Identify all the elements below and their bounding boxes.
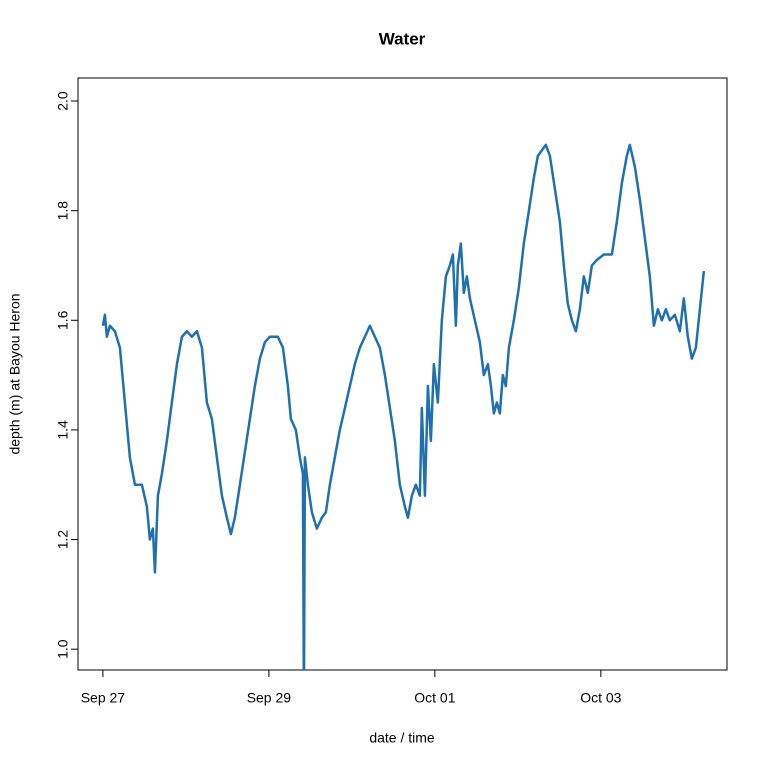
x-tick-label: Sep 29 bbox=[247, 690, 292, 706]
x-tick-label: Sep 27 bbox=[81, 690, 126, 706]
plot-frame bbox=[77, 77, 728, 671]
y-tick-label: 1.2 bbox=[55, 530, 71, 550]
chart-title: Water bbox=[379, 29, 426, 48]
data-line bbox=[101, 143, 706, 670]
y-tick-label: 1.8 bbox=[55, 201, 71, 221]
y-tick-label: 2.0 bbox=[55, 91, 71, 111]
y-tick-label: 1.6 bbox=[55, 310, 71, 330]
plot-area bbox=[101, 143, 706, 670]
y-tick-label: 1.4 bbox=[55, 420, 71, 440]
x-tick-label: Oct 01 bbox=[414, 690, 455, 706]
x-axis-label: date / time bbox=[369, 730, 435, 746]
x-tick-label: Oct 03 bbox=[580, 690, 621, 706]
y-tick-label: 1.0 bbox=[55, 639, 71, 659]
y-axis-label: depth (m) at Bayou Heron bbox=[7, 293, 23, 454]
